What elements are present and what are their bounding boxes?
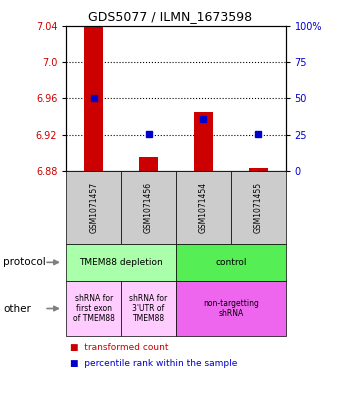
Text: GDS5077 / ILMN_1673598: GDS5077 / ILMN_1673598 <box>88 10 252 23</box>
Bar <box>139 157 158 171</box>
Text: GSM1071454: GSM1071454 <box>199 182 208 233</box>
Text: GSM1071455: GSM1071455 <box>254 182 263 233</box>
Bar <box>194 112 213 171</box>
Text: other: other <box>3 303 31 314</box>
Text: GSM1071456: GSM1071456 <box>144 182 153 233</box>
Text: ■  percentile rank within the sample: ■ percentile rank within the sample <box>70 359 237 368</box>
Text: control: control <box>215 258 246 267</box>
Text: shRNA for
3'UTR of
TMEM88: shRNA for 3'UTR of TMEM88 <box>130 294 168 323</box>
Text: TMEM88 depletion: TMEM88 depletion <box>79 258 163 267</box>
Text: non-targetting
shRNA: non-targetting shRNA <box>203 299 259 318</box>
Text: ■  transformed count: ■ transformed count <box>70 343 168 352</box>
Bar <box>249 168 268 171</box>
Text: shRNA for
first exon
of TMEM88: shRNA for first exon of TMEM88 <box>73 294 115 323</box>
Text: protocol: protocol <box>3 257 46 267</box>
Text: GSM1071457: GSM1071457 <box>89 182 98 233</box>
Bar <box>84 26 103 171</box>
